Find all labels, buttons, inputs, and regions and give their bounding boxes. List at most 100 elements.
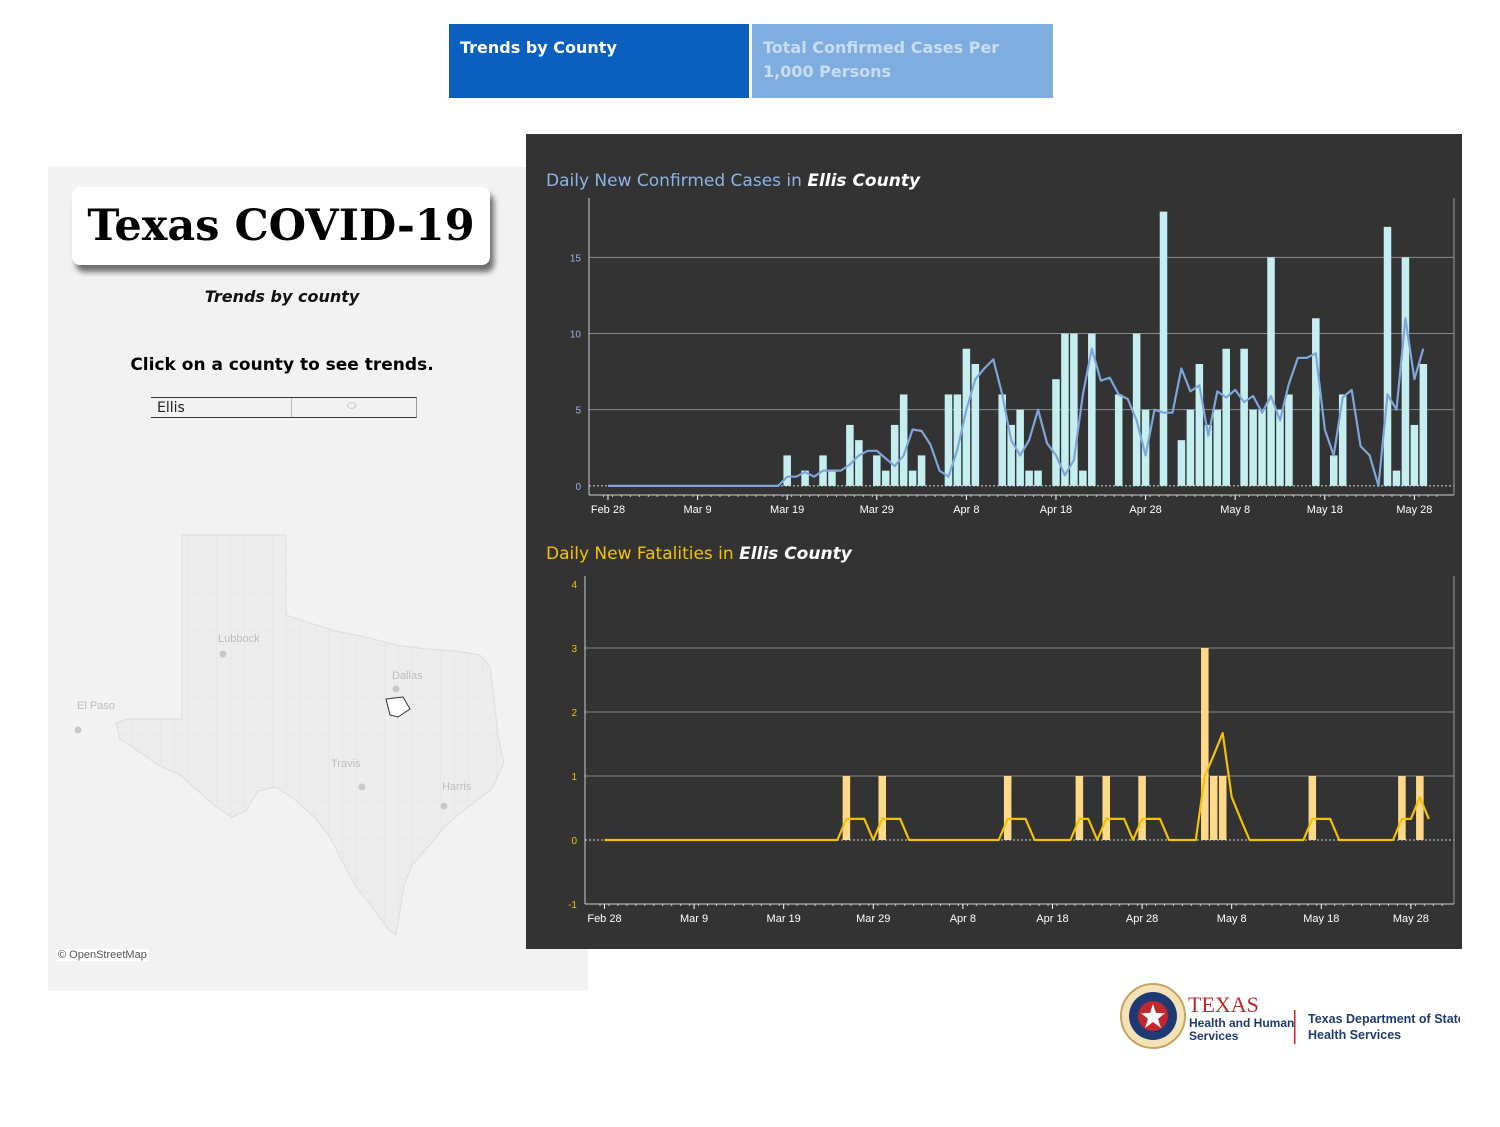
logo-texas: TEXAS bbox=[1188, 992, 1259, 1017]
bar bbox=[1201, 648, 1209, 840]
county-select[interactable]: Ellis ⬭ bbox=[151, 397, 417, 418]
bar bbox=[843, 776, 851, 840]
bar bbox=[855, 440, 863, 486]
x-tick-label: May 18 bbox=[1303, 913, 1339, 925]
tab-cases-per-1000[interactable]: Total Confirmed Cases Per 1,000 Persons bbox=[752, 24, 1053, 98]
moving-average-line bbox=[608, 318, 1423, 486]
city-label-el-paso: El Paso bbox=[77, 700, 115, 712]
y-tick-label: 2 bbox=[571, 708, 577, 719]
bar bbox=[1222, 349, 1230, 486]
x-tick-label: Feb 28 bbox=[591, 504, 625, 516]
x-tick-label: May 8 bbox=[1217, 913, 1247, 925]
county-select-value: Ellis bbox=[157, 400, 185, 416]
cases-chart-title-prefix: Daily New Confirmed Cases in bbox=[546, 171, 807, 191]
y-tick-label: 4 bbox=[571, 580, 577, 591]
x-tick-label: Apr 18 bbox=[1040, 504, 1072, 516]
cases-chart-title: Daily New Confirmed Cases in Ellis Count… bbox=[546, 171, 921, 191]
cases-chart[interactable]: Daily New Confirmed Cases in Ellis Count… bbox=[526, 154, 1462, 544]
logo-dshs-line1: Texas Department of State bbox=[1308, 1012, 1460, 1026]
y-tick-label: -1 bbox=[568, 900, 577, 911]
tab-trends-by-county-label: Trends by County bbox=[460, 38, 617, 57]
bar bbox=[1016, 410, 1024, 486]
city-dot-dallas bbox=[393, 686, 400, 693]
bar bbox=[1258, 410, 1266, 486]
bar bbox=[828, 471, 836, 486]
bar bbox=[1007, 425, 1015, 486]
hhs-dshs-logo: TEXAS Health and Human Services Texas De… bbox=[1120, 982, 1460, 1050]
bar bbox=[1061, 334, 1069, 486]
bar bbox=[1034, 471, 1042, 486]
bar bbox=[1076, 776, 1084, 840]
dropdown-icon[interactable]: ⬭ bbox=[347, 400, 356, 413]
y-tick-label: 10 bbox=[570, 330, 582, 341]
city-label-harris: Harris bbox=[442, 781, 472, 793]
city-dot-harris bbox=[441, 803, 448, 810]
bar bbox=[909, 471, 917, 486]
x-tick-label: Apr 18 bbox=[1036, 913, 1068, 925]
bar bbox=[1384, 227, 1392, 486]
bar bbox=[1402, 257, 1410, 486]
x-tick-label: Mar 19 bbox=[767, 913, 801, 925]
bar bbox=[882, 471, 890, 486]
logo-hhs-line1: Health and Human bbox=[1189, 1016, 1294, 1030]
x-tick-label: May 18 bbox=[1307, 504, 1343, 516]
bar bbox=[873, 455, 881, 485]
bar bbox=[1213, 410, 1221, 486]
x-tick-label: Mar 9 bbox=[680, 913, 708, 925]
bar bbox=[1393, 471, 1401, 486]
bar bbox=[1398, 776, 1406, 840]
bar bbox=[1160, 212, 1168, 486]
x-tick-label: Apr 28 bbox=[1126, 913, 1158, 925]
chart-panel: Daily New Confirmed Cases in Ellis Count… bbox=[526, 134, 1462, 949]
bar bbox=[900, 394, 908, 485]
texas-seal-icon bbox=[1121, 984, 1185, 1048]
bar bbox=[878, 776, 886, 840]
city-label-dallas: Dallas bbox=[392, 670, 423, 682]
bar bbox=[1138, 776, 1146, 840]
x-tick-label: Feb 28 bbox=[587, 913, 621, 925]
bar bbox=[1102, 776, 1110, 840]
bar bbox=[1052, 379, 1060, 486]
city-label-travis: Travis bbox=[331, 758, 361, 770]
bar bbox=[783, 455, 791, 485]
logo-divider bbox=[1294, 1010, 1296, 1044]
bar bbox=[1285, 394, 1293, 485]
y-tick-label: 0 bbox=[575, 482, 581, 493]
county-select-divider bbox=[291, 398, 292, 417]
bar bbox=[846, 425, 854, 486]
city-label-lubbock: Lubbock bbox=[218, 633, 260, 645]
x-tick-label: May 28 bbox=[1396, 504, 1432, 516]
x-tick-label: Apr 8 bbox=[953, 504, 979, 516]
moving-average-line bbox=[605, 733, 1429, 840]
bar bbox=[1267, 257, 1275, 486]
bar bbox=[1411, 425, 1419, 486]
y-tick-label: 0 bbox=[571, 836, 577, 847]
bar bbox=[1025, 471, 1033, 486]
fatalities-chart[interactable]: Daily New Fatalities in Ellis County -1 0… bbox=[526, 529, 1462, 929]
bar bbox=[1312, 318, 1320, 486]
tab-cases-per-1000-label: Total Confirmed Cases Per 1,000 Persons bbox=[763, 38, 999, 81]
bar bbox=[891, 425, 899, 486]
fatalities-chart-title: Daily New Fatalities in Ellis County bbox=[546, 544, 853, 564]
fatalities-chart-title-county: Ellis County bbox=[739, 544, 853, 564]
x-tick-label: Mar 29 bbox=[860, 504, 894, 516]
cases-chart-title-county: Ellis County bbox=[807, 171, 921, 191]
page-title-card: Texas COVID-19 bbox=[72, 187, 490, 265]
bar bbox=[1210, 776, 1218, 840]
x-tick-label: May 8 bbox=[1220, 504, 1250, 516]
bar bbox=[1416, 776, 1424, 840]
page-subtitle: Trends by county bbox=[48, 287, 516, 306]
bar bbox=[1240, 349, 1248, 486]
y-tick-label: 15 bbox=[570, 253, 582, 264]
bar bbox=[1079, 471, 1087, 486]
x-tick-label: Mar 9 bbox=[684, 504, 712, 516]
texas-county-map[interactable]: Lubbock Dallas El Paso Travis Harris bbox=[48, 527, 588, 967]
y-tick-label: 3 bbox=[571, 644, 577, 655]
bar bbox=[1178, 440, 1186, 486]
city-dot-travis bbox=[359, 784, 366, 791]
bar bbox=[1420, 364, 1428, 486]
x-tick-label: May 28 bbox=[1393, 913, 1429, 925]
tab-trends-by-county[interactable]: Trends by County bbox=[449, 24, 749, 98]
page-title: Texas COVID-19 bbox=[87, 201, 474, 251]
x-tick-label: Mar 29 bbox=[856, 913, 890, 925]
